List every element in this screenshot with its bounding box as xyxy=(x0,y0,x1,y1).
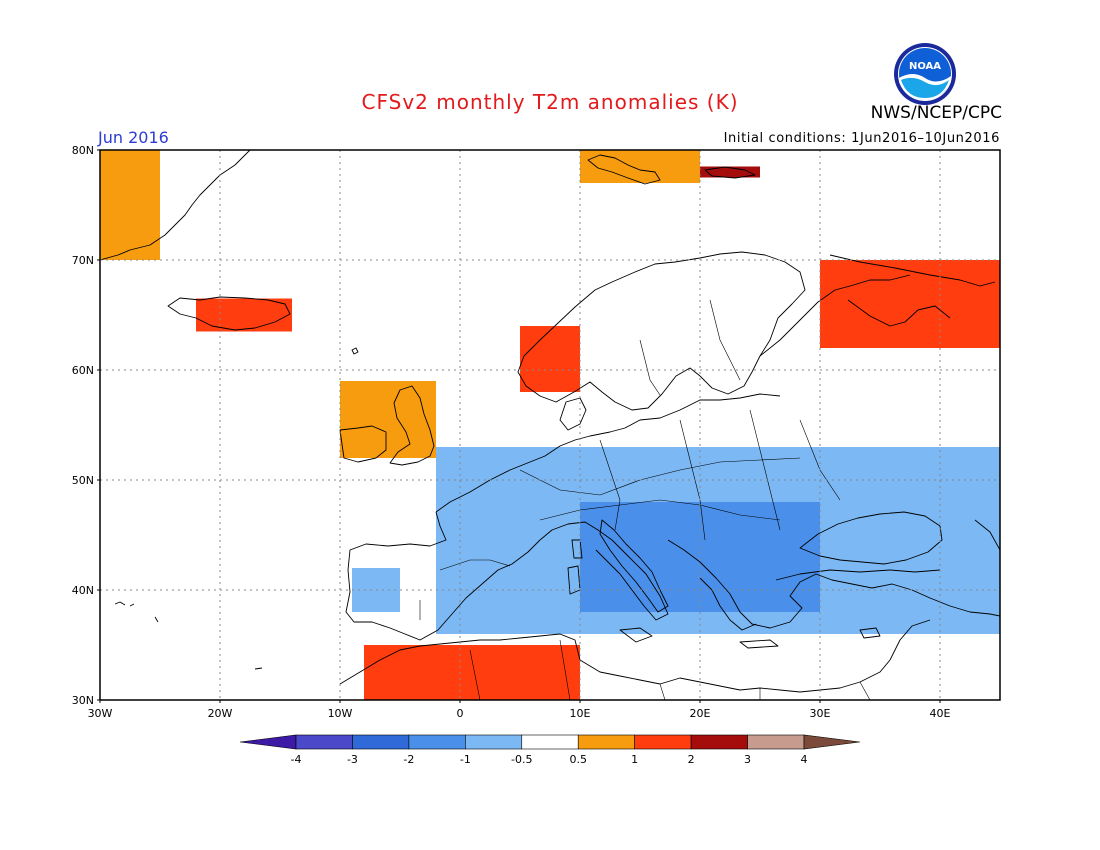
colorbar: -4 -3 -2 -1 -0.5 0.5 1 2 3 4 xyxy=(239,734,861,766)
colorbar-label: -2 xyxy=(403,753,414,766)
colorbar-box xyxy=(634,734,692,750)
organization-label: NWS/NCEP/CPC xyxy=(870,103,1002,123)
anomaly-region-6 xyxy=(820,260,1000,348)
colorbar-label: 4 xyxy=(801,753,808,766)
colorbar-label: -3 xyxy=(347,753,358,766)
colorbar-box xyxy=(521,734,579,750)
lon-tick-label: 20E xyxy=(690,707,711,720)
lon-tick-label: 40E xyxy=(930,707,951,720)
colorbar-label: 1 xyxy=(631,753,638,766)
colorbar-label: 2 xyxy=(688,753,695,766)
anomaly-region-4 xyxy=(520,326,580,392)
colorbar-label: 0.5 xyxy=(569,753,587,766)
anomaly-region-7 xyxy=(364,645,580,700)
lat-tick-label: 60N xyxy=(72,364,94,377)
lat-tick-label: 30N xyxy=(72,694,94,707)
lon-tick-label: 30W xyxy=(88,707,113,720)
initial-conditions-label: Initial conditions: 1Jun2016–10Jun2016 xyxy=(723,131,1000,146)
colorbar-box xyxy=(408,734,466,750)
anomaly-region-0 xyxy=(100,150,160,260)
colorbar-box xyxy=(465,734,523,750)
lon-tick-label: 10W xyxy=(328,707,353,720)
colorbar-max-triangle xyxy=(803,734,861,750)
colorbar-box xyxy=(295,734,353,750)
period-label: Jun 2016 xyxy=(98,128,169,147)
lon-tick-label: 30E xyxy=(810,707,831,720)
colorbar-label: -4 xyxy=(291,753,302,766)
axis-ticks: 30N 40N 50N 60N 70N 80N 30W 20W 10W 0 10E 20E 30E 40E xyxy=(72,144,951,720)
anomaly-region-2 xyxy=(580,150,700,183)
logo-text: NOAA xyxy=(909,61,941,72)
colorbar-label: -1 xyxy=(460,753,471,766)
lat-tick-label: 40N xyxy=(72,584,94,597)
colorbar-box xyxy=(690,734,748,750)
coastlines xyxy=(100,150,1000,693)
lon-tick-label: 20W xyxy=(208,707,233,720)
noaa-logo: NOAA xyxy=(894,43,956,105)
anomaly-region-9 xyxy=(580,502,820,612)
lon-tick-label: 0 xyxy=(457,707,464,720)
colorbar-min-triangle xyxy=(239,734,297,750)
anomaly-region-5 xyxy=(340,381,436,458)
colorbar-box xyxy=(352,734,410,750)
graticule xyxy=(100,150,1000,700)
anomaly-region-3 xyxy=(700,166,760,178)
lat-tick-label: 80N xyxy=(72,144,94,157)
lat-tick-label: 70N xyxy=(72,254,94,267)
lon-tick-label: 10E xyxy=(570,707,591,720)
anomaly-region-1 xyxy=(196,298,292,332)
plot-frame xyxy=(99,149,1001,701)
colorbar-label: 3 xyxy=(744,753,751,766)
anomaly-cells xyxy=(100,150,1000,700)
colorbar-box xyxy=(577,734,635,750)
colorbar-label: -0.5 xyxy=(511,753,532,766)
colorbar-box xyxy=(747,734,805,750)
lat-tick-label: 50N xyxy=(72,474,94,487)
chart-title: CFSv2 monthly T2m anomalies (K) xyxy=(361,90,739,114)
